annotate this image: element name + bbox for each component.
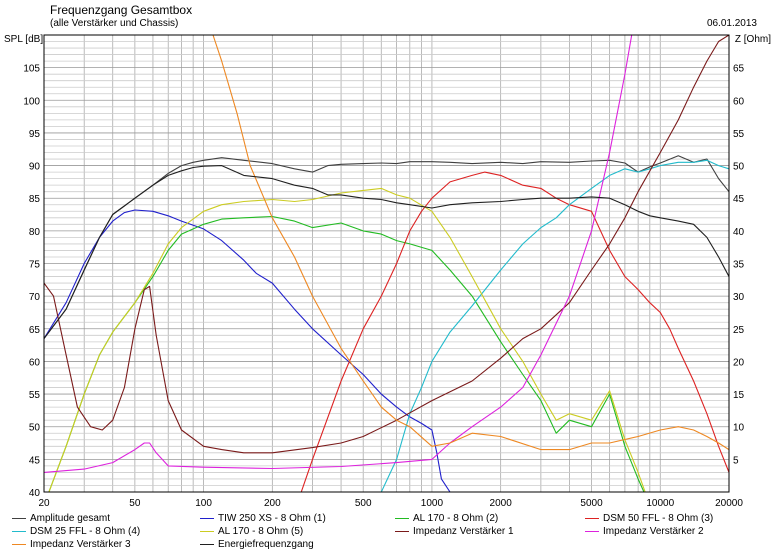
tick-labels: 20 50 100 200 500 1000 2000 5000 10000 20000 40 45 5… [23,64,744,509]
y-right-tick-label: 55 [733,129,745,140]
legend-item: Energiefrequenzgang [200,538,314,551]
legend-item: Impedanz Verstärker 2 [585,525,704,538]
legend-label: DSM 25 FFL - 8 Ohm (4) [30,526,141,537]
legend-item: DSM 50 FFL - 8 Ohm (3) [585,512,713,525]
legend-swatch [585,530,599,532]
legend-swatch [200,530,214,532]
legend: Amplitude gesamt TIW 250 XS - 8 Ohm (1) AL… [12,512,772,552]
series-line-al-170-8-ohm-2 [48,215,645,492]
y-right-tick-label: 30 [733,292,745,303]
y-left-tick-label: 80 [29,227,41,238]
series-line-impedanz-verst-rker-2 [44,35,729,473]
x-tick-label: 2000 [490,498,513,509]
y-left-tick-label: 65 [29,325,41,336]
legend-item: AL 170 - 8 Ohm (5) [200,525,303,538]
series-line-dsm-25-ffl-8-ohm-4 [380,159,729,492]
legend-label: DSM 50 FFL - 8 Ohm (3) [603,513,714,524]
y-right-tick-label: 20 [733,357,745,368]
x-tick-label: 5000 [580,498,603,509]
legend-swatch [395,530,409,532]
chart-subtitle: (alle Verstärker und Chassis) [50,18,179,29]
y-right-tick-label: 25 [733,325,745,336]
legend-label: TIW 250 XS - 8 Ohm (1) [218,513,326,524]
legend-item: Amplitude gesamt [12,512,110,525]
x-tick-label: 10000 [646,498,674,509]
series-line-dsm-50-ffl-8-ohm-3 [300,171,729,492]
legend-label: Impedanz Verstärker 3 [30,539,131,550]
chart-title: Frequenzgang Gesamtbox [50,3,193,17]
x-tick-label: 100 [195,498,212,509]
x-tick-label: 20 [38,498,50,509]
legend-label: Amplitude gesamt [30,513,111,524]
legend-label: Impedanz Verstärker 1 [413,526,514,537]
series-line-impedanz-verst-rker-3 [212,35,729,451]
y-right-tick-label: 45 [733,194,745,205]
x-tick-label: 500 [355,498,372,509]
y-left-tick-label: 95 [29,129,41,140]
x-tick-label: 1000 [421,498,444,509]
y-left-tick-label: 75 [29,260,41,271]
y-left-tick-label: 105 [23,64,40,75]
series-line-impedanz-verst-rker-1 [44,35,729,454]
legend-swatch [12,530,26,532]
series-line-energiefrequenzgang [44,165,729,339]
legend-swatch [585,517,599,519]
series-line-amplitude-gesamt [44,155,729,339]
legend-item: DSM 25 FFL - 8 Ohm (4) [12,525,140,538]
x-tick-label: 200 [264,498,281,509]
y-right-tick-label: 40 [733,227,745,238]
y-left-tick-label: 55 [29,390,41,401]
y-right-tick-label: 10 [733,423,745,434]
legend-item: TIW 250 XS - 8 Ohm (1) [200,512,326,525]
legend-label: Energiefrequenzgang [218,539,314,550]
y-right-tick-label: 60 [733,96,745,107]
y-axis-right-label: Z [Ohm] [734,34,771,45]
legend-label: Impedanz Verstärker 2 [603,526,704,537]
legend-label: AL 170 - 8 Ohm (5) [218,526,304,537]
legend-swatch [12,517,26,519]
y-left-tick-label: 85 [29,194,41,205]
y-right-tick-label: 65 [733,64,745,75]
y-right-tick-label: 35 [733,260,745,271]
y-axis-left-label: SPL [dB] [4,34,44,45]
y-left-tick-label: 50 [29,423,41,434]
legend-swatch [200,543,214,545]
y-left-tick-label: 70 [29,292,41,303]
y-right-tick-label: 50 [733,162,745,173]
y-right-tick-label: 5 [733,455,739,466]
y-left-tick-label: 60 [29,357,41,368]
chart-date: 06.01.2013 [706,18,757,29]
series-line-al-170-8-ohm-5 [48,187,646,492]
series-lines [44,35,729,492]
grid [43,34,730,493]
legend-label: AL 170 - 8 Ohm (2) [413,513,499,524]
y-left-tick-label: 45 [29,455,41,466]
legend-item: AL 170 - 8 Ohm (2) [395,512,498,525]
x-tick-label: 50 [129,498,141,509]
y-left-tick-label: 90 [29,162,41,173]
legend-item: Impedanz Verstärker 3 [12,538,131,551]
plot-frame [43,34,730,493]
legend-swatch [200,517,214,519]
y-left-tick-label: 100 [23,96,40,107]
y-left-tick-label: 40 [29,488,41,499]
x-tick-label: 20000 [715,498,743,509]
y-right-tick-label: 15 [733,390,745,401]
legend-swatch [395,517,409,519]
legend-item: Impedanz Verstärker 1 [395,525,514,538]
legend-swatch [12,543,26,545]
series-line-tiw-250-xs-8-ohm-1 [44,209,451,492]
